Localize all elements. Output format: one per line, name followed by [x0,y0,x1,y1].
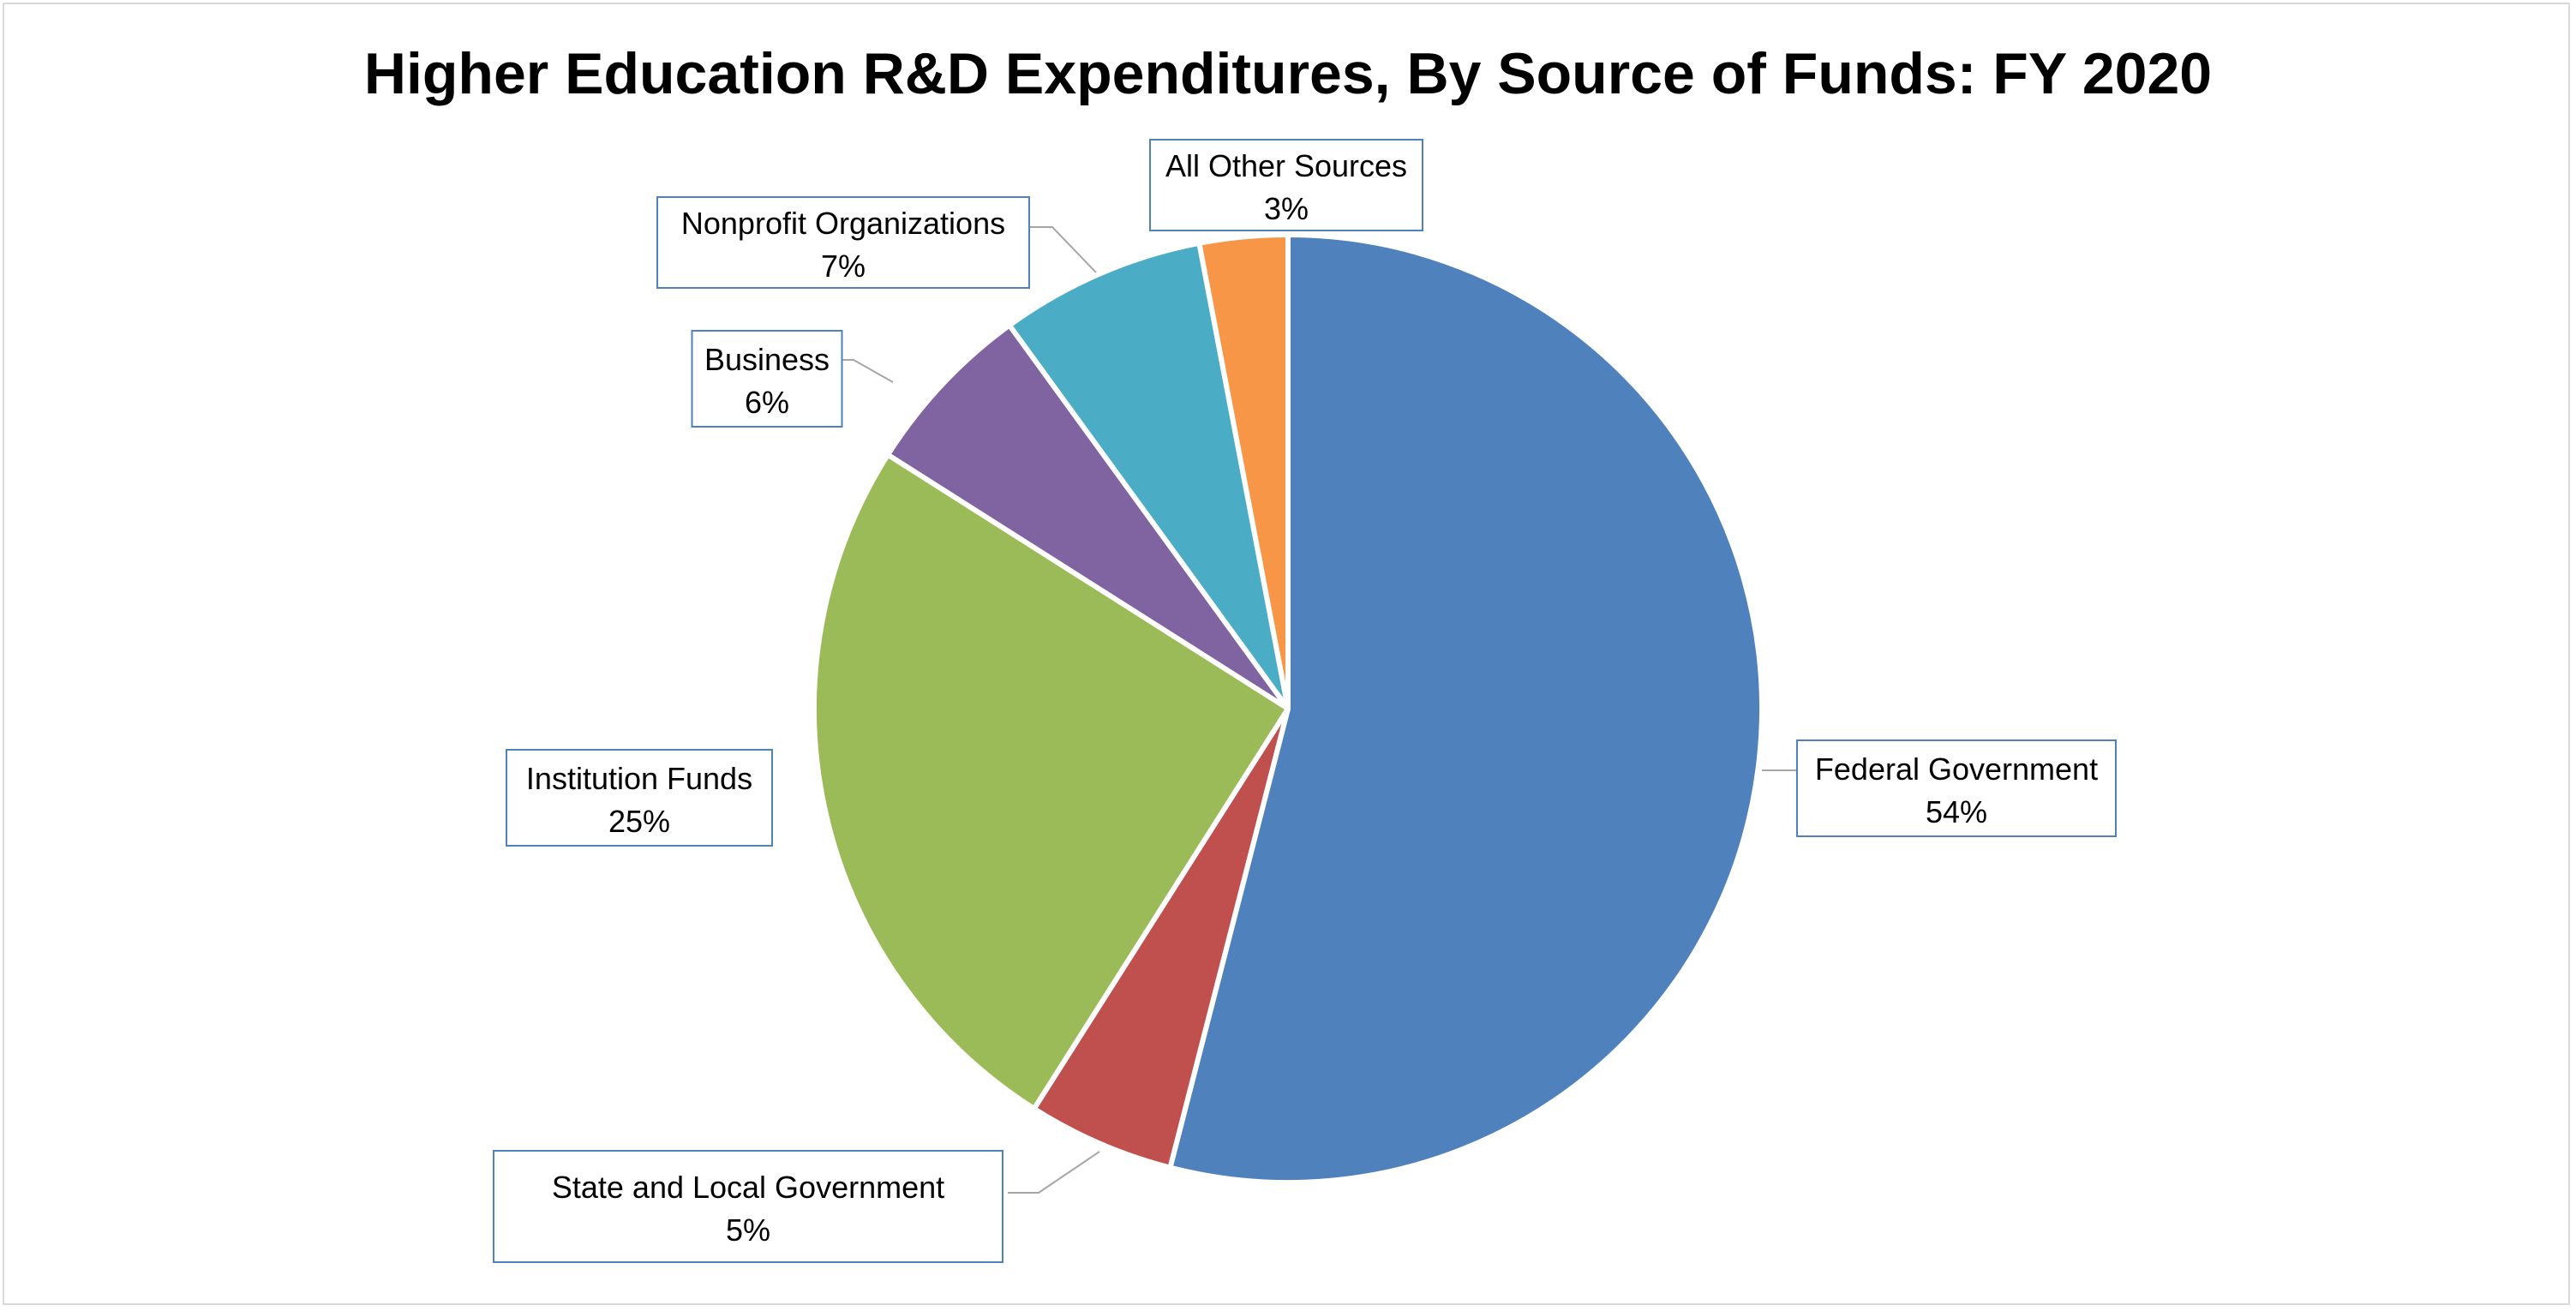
leader-line-state-and-local-government [1008,1151,1100,1194]
pie-slice-all-other-sources [1196,232,1291,711]
data-label-business: Business 6% [691,330,843,428]
data-label-category: Business [704,342,830,377]
pie-slice-federal-government [1167,232,1764,1185]
data-label-value: 25% [608,804,670,839]
data-label-box [656,196,1030,289]
data-label-value: 7% [821,248,866,284]
data-label-all-other-sources: All Other Sources 3% [1149,139,1423,231]
data-label-box [1149,139,1423,231]
pie-slice-business [885,322,1291,711]
data-label-category: Institution Funds [526,761,752,796]
data-label-category: Federal Government [1815,751,2098,787]
data-label-box [506,749,773,847]
data-label-box [493,1150,1003,1263]
data-label-box [1796,739,2117,837]
data-label-box [691,330,843,428]
data-label-federal-government: Federal Government 54% [1796,739,2117,837]
data-label-value: 6% [745,385,789,420]
data-label-value: 54% [1926,794,1987,829]
data-label-value: 3% [1264,191,1309,226]
data-label-institution-funds: Institution Funds 25% [506,749,773,847]
data-label-nonprofit-organizations: Nonprofit Organizations 7% [656,196,1030,289]
chart-title: Higher Education R&D Expenditures, By So… [363,41,2213,106]
data-label-state-and-local-government: State and Local Government 5% [493,1150,1003,1263]
data-label-value: 5% [726,1212,770,1248]
leader-line-nonprofit-organizations [1030,226,1097,273]
data-labels: Federal Government 54% State and Local Gov… [493,139,2117,1263]
pie-slice-nonprofit-organizations [1006,240,1291,711]
data-label-category: Nonprofit Organizations [681,206,1005,241]
data-label-category: All Other Sources [1165,148,1407,183]
data-label-category: State and Local Government [552,1170,944,1205]
leader-line-business [842,359,894,383]
pie-slice-state-and-local-government [1031,706,1291,1170]
pie-slice-institution-funds [812,452,1291,1111]
pie-slices [812,232,1764,1185]
